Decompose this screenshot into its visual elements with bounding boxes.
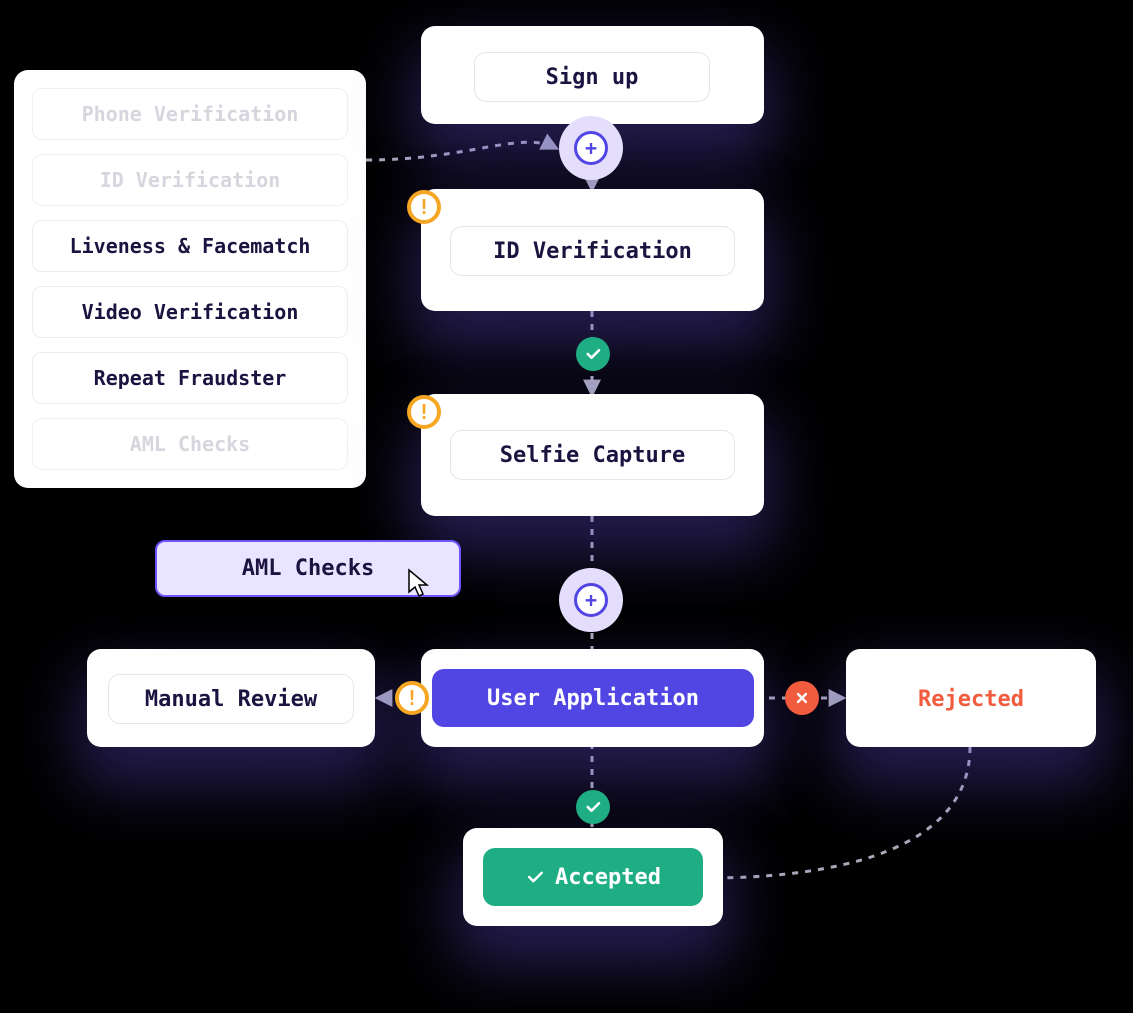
add-node-button[interactable]: + <box>559 116 623 180</box>
status-badge-warn: ! <box>407 190 441 224</box>
node-rejected[interactable]: Rejected <box>868 674 1074 724</box>
status-badge-warn: ! <box>407 395 441 429</box>
exclamation-icon: ! <box>418 400 430 424</box>
status-badge-error <box>785 681 819 715</box>
status-badge-ok <box>576 790 610 824</box>
check-icon <box>525 867 545 887</box>
node-user-application[interactable]: User Application <box>432 669 754 727</box>
check-icon <box>584 798 602 816</box>
exclamation-icon: ! <box>418 195 430 219</box>
status-badge-warn: ! <box>395 681 429 715</box>
node-accepted[interactable]: Accepted <box>483 848 703 906</box>
exclamation-icon: ! <box>406 686 418 710</box>
node-selfie-capture[interactable]: Selfie Capture <box>450 430 735 480</box>
node-label: Sign up <box>546 65 639 90</box>
x-icon <box>794 690 810 706</box>
node-signup[interactable]: Sign up <box>474 52 710 102</box>
node-manual-review[interactable]: Manual Review <box>108 674 354 724</box>
drag-chip-label: AML Checks <box>242 556 374 581</box>
node-label: Manual Review <box>145 687 317 712</box>
check-icon <box>584 345 602 363</box>
cursor-icon <box>405 568 437 600</box>
plus-icon: + <box>574 583 608 617</box>
node-label: ID Verification <box>493 239 692 264</box>
plus-icon: + <box>574 131 608 165</box>
node-label: User Application <box>487 686 699 711</box>
node-label: Rejected <box>918 687 1024 712</box>
node-id-verification[interactable]: ID Verification <box>450 226 735 276</box>
add-node-button[interactable]: + <box>559 568 623 632</box>
node-label: Selfie Capture <box>500 443 685 468</box>
status-badge-ok <box>576 337 610 371</box>
node-label: Accepted <box>555 865 661 890</box>
